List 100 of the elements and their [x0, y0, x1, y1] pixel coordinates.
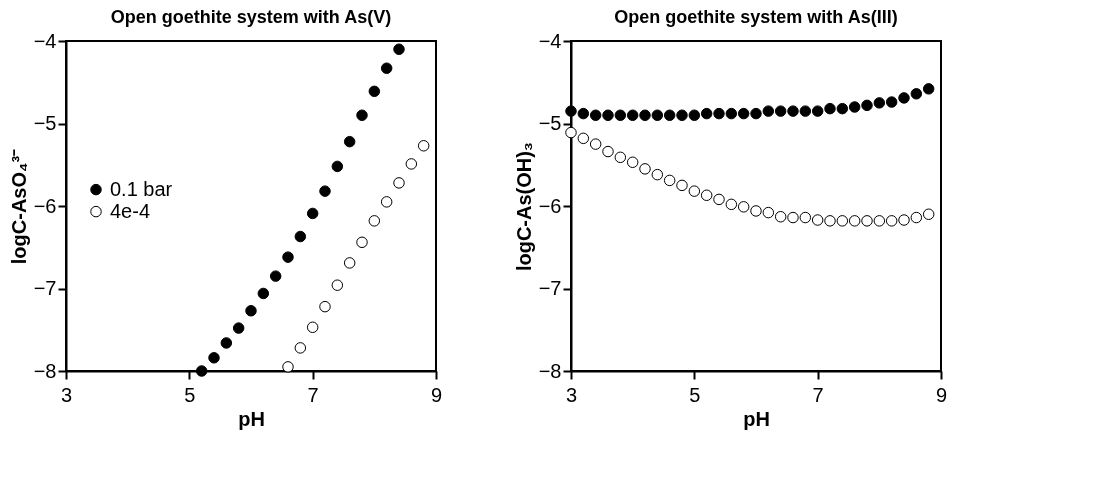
point	[762, 105, 775, 117]
point	[294, 342, 307, 354]
point	[282, 251, 294, 263]
point	[836, 215, 849, 227]
point	[799, 211, 812, 224]
point	[811, 105, 824, 117]
y-tick-label: −7	[33, 277, 57, 299]
point	[713, 107, 725, 120]
point	[356, 109, 368, 121]
y-axis-title: logC-AsO₄³⁻	[7, 148, 30, 265]
point	[306, 321, 319, 334]
point	[898, 214, 910, 226]
point	[737, 107, 750, 120]
point	[651, 168, 664, 181]
legend-label: 0.1 bar	[110, 177, 173, 200]
point	[319, 300, 331, 313]
x-tick-label: 9	[430, 383, 443, 406]
point	[811, 214, 824, 226]
point	[220, 337, 233, 349]
point	[713, 193, 725, 206]
point	[651, 109, 664, 121]
point	[343, 257, 356, 269]
point	[195, 365, 208, 377]
y-tick-label: −8	[33, 359, 57, 382]
point	[614, 109, 627, 121]
chart-title: Open goethite system with As(III)	[614, 7, 898, 27]
point	[306, 207, 319, 220]
point	[910, 88, 923, 100]
point	[737, 201, 750, 213]
point	[614, 151, 627, 164]
point	[589, 109, 602, 121]
point	[393, 43, 405, 55]
point	[380, 196, 393, 208]
x-tick-label: 5	[184, 383, 196, 406]
point	[676, 109, 688, 121]
chart-title: Open goethite system with As(V)	[110, 7, 392, 27]
point	[257, 287, 270, 300]
point	[676, 179, 688, 192]
point	[602, 109, 614, 121]
x-axis-title: pH	[238, 407, 265, 430]
x-tick-label: 7	[307, 383, 319, 406]
point	[750, 205, 762, 217]
point	[861, 215, 873, 227]
point	[836, 102, 849, 115]
point	[208, 352, 220, 364]
y-tick-label: −7	[538, 277, 562, 299]
x-tick-label: 7	[812, 383, 824, 406]
point	[417, 140, 430, 152]
point	[700, 107, 713, 120]
x-tick-label: 9	[935, 383, 948, 406]
y-tick-label: −5	[33, 112, 57, 134]
y-tick-label: −6	[538, 194, 562, 217]
x-tick-label: 3	[565, 383, 578, 406]
x-tick-label: 3	[60, 383, 73, 406]
point	[898, 92, 910, 104]
y-tick-label: −6	[33, 194, 57, 217]
point	[688, 185, 701, 197]
point	[873, 97, 886, 109]
point	[700, 189, 713, 202]
point	[577, 107, 590, 120]
point	[787, 105, 799, 117]
point	[824, 102, 836, 115]
point	[405, 158, 418, 170]
point	[380, 62, 393, 74]
x-axis-title: pH	[743, 407, 770, 430]
point	[245, 305, 257, 317]
point	[824, 215, 836, 227]
point	[639, 163, 651, 175]
point	[663, 174, 676, 187]
point	[589, 138, 602, 150]
point	[343, 135, 356, 148]
y-axis-title: logC-As(OH)₃	[512, 141, 535, 272]
point	[639, 109, 651, 121]
point	[356, 236, 368, 249]
point	[393, 177, 405, 189]
point	[774, 210, 787, 223]
point	[626, 109, 639, 121]
point	[368, 215, 381, 227]
point	[848, 215, 861, 227]
point	[848, 101, 861, 113]
point	[725, 198, 738, 211]
point	[922, 208, 935, 220]
point	[626, 156, 639, 169]
point	[269, 270, 282, 282]
point	[232, 322, 245, 334]
point	[565, 105, 577, 117]
point	[368, 85, 381, 98]
point	[663, 109, 676, 121]
y-tick-label: −4	[538, 29, 562, 52]
y-tick-label: −8	[538, 359, 562, 382]
legend-label: 4e-4	[110, 199, 151, 222]
y-tick-label: −4	[33, 29, 57, 52]
point	[565, 126, 577, 139]
point	[861, 99, 873, 112]
point	[725, 107, 738, 120]
point	[787, 211, 799, 224]
point	[873, 215, 886, 227]
point	[294, 230, 307, 243]
point	[688, 109, 701, 121]
point	[885, 215, 898, 227]
